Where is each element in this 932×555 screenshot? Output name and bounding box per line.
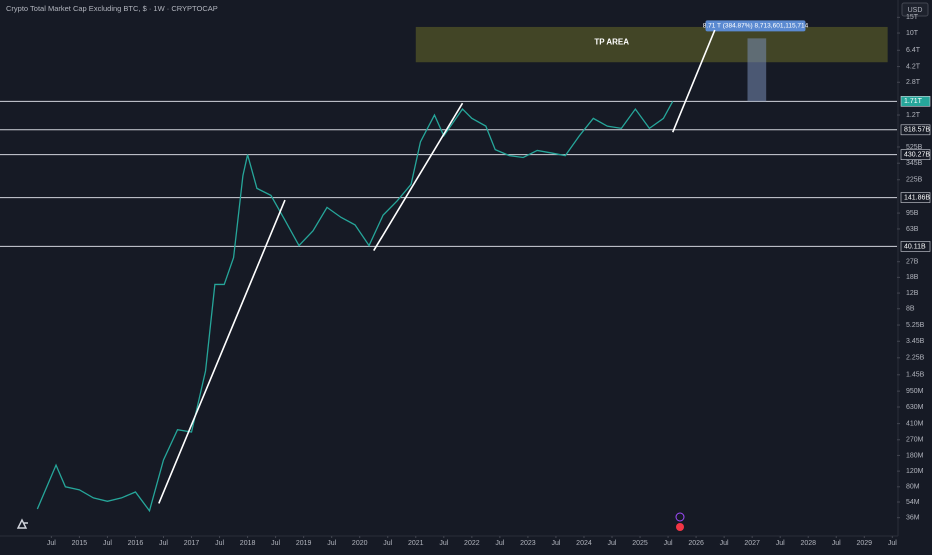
y-tick-label: 2.8T [906, 79, 921, 86]
x-tick-label: 2016 [128, 540, 144, 547]
y-tick-label: 95B [906, 210, 919, 217]
x-tick-label: 2017 [184, 540, 200, 547]
x-tick-label: 2018 [240, 540, 256, 547]
x-tick-label: 2023 [520, 540, 536, 547]
x-tick-label: 2024 [576, 540, 592, 547]
level-badge [900, 149, 931, 160]
x-tick-label: Jul [888, 540, 897, 547]
y-tick-label: 1.45B [906, 372, 925, 379]
x-tick-label: 2027 [744, 540, 760, 547]
trend-line [373, 102, 464, 252]
level-badge [900, 192, 931, 203]
y-tick-label: 5.25B [906, 322, 925, 329]
x-tick-label: Jul [608, 540, 617, 547]
x-tick-label: 2019 [296, 540, 312, 547]
x-tick-label: Jul [720, 540, 729, 547]
x-tick-label: 2015 [72, 540, 88, 547]
y-tick-label: 180M [906, 452, 924, 459]
y-tick-label: 36M [906, 515, 920, 522]
level-label: 818.57B [904, 127, 930, 134]
level-label: 141.86B [904, 194, 930, 201]
logo [16, 518, 28, 529]
tp-area [415, 26, 888, 63]
x-tick-label: Jul [439, 540, 448, 547]
x-tick-label: Jul [47, 540, 56, 547]
measure-box [747, 38, 767, 102]
measure-label-box [705, 20, 806, 32]
chart-title: Crypto Total Market Cap Excluding BTC, $… [6, 4, 218, 13]
x-tick-label: 2020 [352, 540, 368, 547]
currency[interactable]: USD [908, 7, 923, 14]
event-icons [675, 512, 685, 531]
x-tick-label: Jul [215, 540, 224, 547]
y-tick-label: 63B [906, 226, 919, 233]
y-tick-label: 18B [906, 274, 919, 281]
y-tick-label: 8B [906, 306, 915, 313]
y-tick-label: 225B [906, 177, 923, 184]
y-tick-label: 525B [906, 144, 923, 151]
y-tick-label: 54M [906, 499, 920, 506]
x-tick-label: Jul [383, 540, 392, 547]
level-label: 1.71T [904, 98, 923, 105]
x-tick-label: 2021 [408, 540, 424, 547]
x-tick-label: Jul [271, 540, 280, 547]
y-tick-label: 6.4T [906, 47, 921, 54]
price-line [36, 101, 674, 513]
x-tick-label: 2026 [688, 540, 704, 547]
y-tick-label: 10T [906, 30, 919, 37]
y-tick-label: 1.2T [906, 112, 921, 119]
y-tick-label: 12B [906, 290, 919, 297]
trend-line [672, 29, 716, 133]
level-label: 40.11B [904, 243, 926, 250]
tp-area-label: TP AREA [594, 38, 629, 47]
level-badge [900, 241, 931, 252]
y-tick-label: 950M [906, 388, 924, 395]
x-tick-label: 2029 [857, 540, 873, 547]
y-tick-label: 120M [906, 468, 924, 475]
x-tick-label: Jul [551, 540, 560, 547]
y-tick-label: 3.45B [906, 338, 925, 345]
y-tick-label: 410M [906, 420, 924, 427]
y-tick-label: 630M [906, 404, 924, 411]
y-tick-label: 4.2T [906, 63, 921, 70]
x-tick-label: Jul [664, 540, 673, 547]
y-tick-label: 2.25B [906, 355, 925, 362]
level-badge [900, 96, 931, 107]
y-tick-label: 80M [906, 484, 920, 491]
x-tick-label: 2028 [800, 540, 816, 547]
x-tick-label: Jul [832, 540, 841, 547]
level-label: 430.27B [904, 152, 930, 159]
y-tick-label: 15T [906, 14, 919, 21]
x-tick-label: Jul [103, 540, 112, 547]
x-tick-label: Jul [327, 540, 336, 547]
level-badge [900, 124, 931, 136]
x-tick-label: 2025 [632, 540, 648, 547]
y-tick-label: 27B [906, 259, 919, 266]
x-tick-label: 2022 [464, 540, 480, 547]
x-tick-label: Jul [159, 540, 168, 547]
trend-line [158, 199, 286, 504]
currency-box[interactable] [901, 2, 929, 17]
x-tick-label: Jul [776, 540, 785, 547]
y-tick-label: 345B [906, 160, 923, 167]
x-tick-label: Jul [495, 540, 504, 547]
measure-label: 8.71 T (384.87%) 8,713,601,115,714 [703, 23, 809, 30]
y-tick-label: 270M [906, 437, 924, 444]
